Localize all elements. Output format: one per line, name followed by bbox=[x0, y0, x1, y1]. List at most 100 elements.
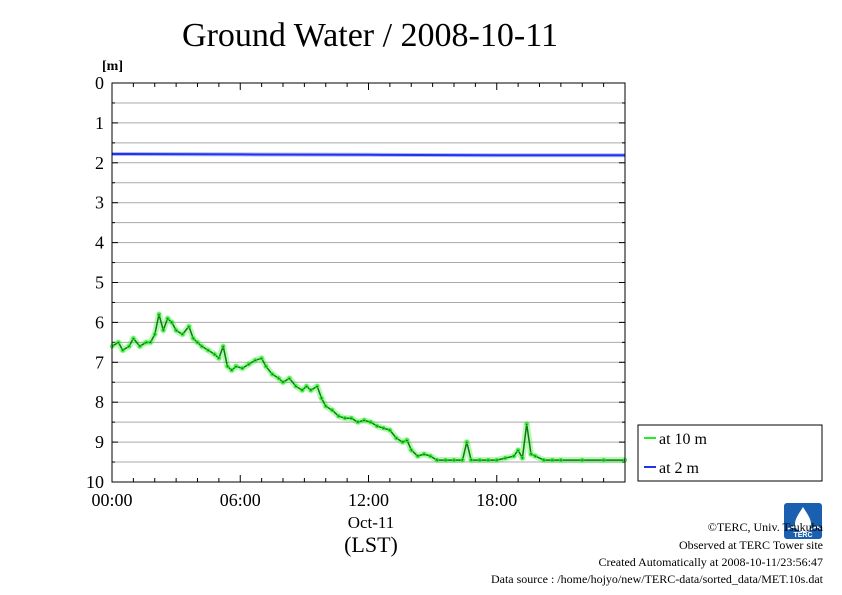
data-point bbox=[270, 372, 275, 377]
data-point bbox=[263, 364, 268, 369]
series-line bbox=[111, 153, 625, 157]
data-point bbox=[464, 440, 469, 445]
data-point bbox=[400, 440, 405, 445]
data-point bbox=[443, 458, 448, 463]
y-axis-unit-label: [m] bbox=[102, 59, 123, 74]
y-tick-label: 5 bbox=[95, 273, 104, 293]
legend-label: at 10 m bbox=[659, 431, 708, 448]
terc-logo: TERC bbox=[784, 503, 822, 539]
data-point bbox=[216, 356, 221, 361]
data-point bbox=[165, 316, 170, 321]
x-tick-label: 00:00 bbox=[91, 490, 132, 510]
date-label: Oct-11 bbox=[348, 513, 395, 532]
data-point bbox=[221, 344, 226, 349]
data-point bbox=[349, 416, 354, 421]
data-point bbox=[212, 352, 217, 357]
data-point bbox=[580, 458, 585, 463]
series-layer bbox=[110, 152, 628, 464]
data-point bbox=[323, 404, 328, 409]
x-axis-ticks: 00:00 06:00 12:00 18:00 bbox=[91, 83, 605, 510]
data-point bbox=[246, 362, 251, 367]
data-point bbox=[137, 344, 142, 349]
data-point bbox=[319, 396, 324, 401]
y-tick-label: 7 bbox=[95, 352, 104, 372]
data-point bbox=[428, 454, 433, 459]
data-point bbox=[174, 328, 179, 333]
data-point bbox=[120, 348, 125, 353]
legend: at 10 m at 2 m bbox=[637, 424, 823, 482]
data-point bbox=[503, 456, 508, 461]
created-text: Created Automatically at 2008-10-11/23:5… bbox=[598, 555, 823, 569]
data-point bbox=[528, 452, 533, 457]
data-point bbox=[477, 458, 482, 463]
data-point bbox=[524, 422, 529, 427]
data-point bbox=[315, 384, 320, 389]
data-point bbox=[180, 332, 185, 337]
data-point bbox=[330, 408, 335, 413]
data-point bbox=[259, 356, 264, 361]
data-point bbox=[287, 376, 292, 381]
series-line bbox=[111, 313, 625, 461]
x-tick-label: 18:00 bbox=[476, 490, 517, 510]
y-tick-label: 0 bbox=[95, 73, 104, 93]
y-axis-ticks: 0 1 2 3 4 5 6 7 8 9 10 bbox=[86, 73, 625, 492]
data-point bbox=[336, 414, 341, 419]
data-point bbox=[191, 336, 196, 341]
data-point bbox=[404, 438, 409, 443]
data-point bbox=[368, 420, 373, 425]
data-point bbox=[387, 428, 392, 433]
data-point bbox=[516, 448, 521, 453]
data-point bbox=[533, 454, 538, 459]
x-tick-label: 06:00 bbox=[220, 490, 261, 510]
x-axis-label: (LST) bbox=[344, 532, 398, 557]
data-point bbox=[469, 458, 474, 463]
wave-icon bbox=[787, 526, 821, 532]
data-point bbox=[229, 368, 234, 373]
y-tick-label: 3 bbox=[95, 193, 104, 213]
data-point bbox=[434, 458, 439, 463]
data-point bbox=[415, 454, 420, 459]
data-point bbox=[152, 332, 157, 337]
legend-label: at 2 m bbox=[659, 460, 700, 477]
y-tick-label: 1 bbox=[95, 113, 104, 133]
data-point bbox=[601, 458, 606, 463]
data-point bbox=[375, 424, 380, 429]
data-point bbox=[394, 436, 399, 441]
data-point bbox=[300, 388, 305, 393]
data-point bbox=[253, 358, 258, 363]
series-at-10m bbox=[110, 311, 628, 464]
data-point bbox=[520, 456, 525, 461]
data-point bbox=[276, 376, 281, 381]
y-tick-label: 4 bbox=[95, 233, 104, 253]
y-tick-label: 6 bbox=[95, 312, 104, 332]
data-point bbox=[460, 458, 465, 463]
data-point bbox=[308, 388, 313, 393]
data-point bbox=[157, 312, 162, 317]
data-point bbox=[131, 336, 136, 341]
data-point bbox=[494, 458, 499, 463]
legend-box bbox=[637, 424, 823, 482]
data-point bbox=[355, 420, 360, 425]
y-tick-label: 10 bbox=[86, 472, 104, 492]
data-point bbox=[148, 340, 153, 345]
data-point bbox=[195, 340, 200, 345]
y-tick-label: 2 bbox=[95, 153, 104, 173]
data-point bbox=[233, 364, 238, 369]
data-point bbox=[161, 328, 166, 333]
data-point bbox=[550, 458, 555, 463]
series-at-2m bbox=[111, 152, 625, 158]
data-point bbox=[451, 458, 456, 463]
observed-text: Observed at TERC Tower site bbox=[679, 538, 823, 552]
chart-title: Ground Water / 2008-10-11 bbox=[182, 17, 558, 54]
data-point bbox=[186, 324, 191, 329]
data-point bbox=[486, 458, 491, 463]
plot-frame bbox=[111, 82, 626, 483]
data-point bbox=[144, 340, 149, 345]
data-point bbox=[293, 384, 298, 389]
data-point bbox=[169, 320, 174, 325]
data-source-text: Data source : /home/hojyo/new/TERC-data/… bbox=[491, 572, 824, 586]
data-point bbox=[362, 418, 367, 423]
data-point bbox=[558, 458, 563, 463]
data-point bbox=[225, 364, 230, 369]
